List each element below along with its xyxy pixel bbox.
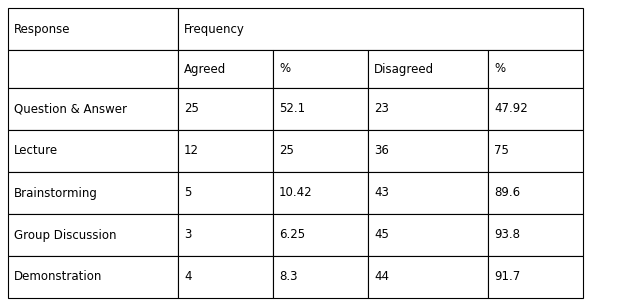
Text: 36: 36 <box>374 145 389 158</box>
Text: 52.1: 52.1 <box>279 103 305 116</box>
Bar <box>273 256 368 298</box>
Text: Demonstration: Demonstration <box>14 271 102 284</box>
Text: 10.42: 10.42 <box>279 187 313 200</box>
Bar <box>368 50 488 88</box>
Text: 45: 45 <box>374 229 389 242</box>
Text: 47.92: 47.92 <box>494 103 528 116</box>
Text: %: % <box>279 62 290 76</box>
Bar <box>488 172 583 214</box>
Bar <box>8 172 178 214</box>
Bar <box>488 130 583 172</box>
Bar <box>178 8 583 50</box>
Bar <box>8 8 178 50</box>
Bar <box>368 130 488 172</box>
Text: Response: Response <box>14 22 71 35</box>
Bar <box>8 130 178 172</box>
Bar <box>178 88 273 130</box>
Bar <box>8 50 178 88</box>
Text: 3: 3 <box>184 229 191 242</box>
Text: 5: 5 <box>184 187 191 200</box>
Text: 91.7: 91.7 <box>494 271 520 284</box>
Text: 93.8: 93.8 <box>494 229 520 242</box>
Text: 25: 25 <box>184 103 199 116</box>
Bar <box>273 50 368 88</box>
Bar <box>488 88 583 130</box>
Text: 12: 12 <box>184 145 199 158</box>
Bar <box>368 172 488 214</box>
Bar <box>273 130 368 172</box>
Text: 6.25: 6.25 <box>279 229 305 242</box>
Text: Question & Answer: Question & Answer <box>14 103 127 116</box>
Bar <box>178 172 273 214</box>
Bar <box>368 88 488 130</box>
Bar <box>178 256 273 298</box>
Text: 75: 75 <box>494 145 509 158</box>
Bar <box>368 256 488 298</box>
Text: Agreed: Agreed <box>184 62 226 76</box>
Bar <box>368 214 488 256</box>
Text: 43: 43 <box>374 187 389 200</box>
Bar <box>273 214 368 256</box>
Bar <box>178 130 273 172</box>
Bar <box>8 88 178 130</box>
Bar <box>8 256 178 298</box>
Text: 25: 25 <box>279 145 294 158</box>
Text: Lecture: Lecture <box>14 145 58 158</box>
Text: Brainstorming: Brainstorming <box>14 187 98 200</box>
Bar <box>178 50 273 88</box>
Bar <box>273 88 368 130</box>
Text: %: % <box>494 62 505 76</box>
Text: Disagreed: Disagreed <box>374 62 434 76</box>
Bar <box>8 214 178 256</box>
Bar <box>488 256 583 298</box>
Bar <box>488 214 583 256</box>
Bar <box>273 172 368 214</box>
Text: 44: 44 <box>374 271 389 284</box>
Text: 4: 4 <box>184 271 191 284</box>
Bar <box>488 50 583 88</box>
Text: Group Discussion: Group Discussion <box>14 229 116 242</box>
Text: 89.6: 89.6 <box>494 187 520 200</box>
Text: 8.3: 8.3 <box>279 271 298 284</box>
Text: Frequency: Frequency <box>184 22 245 35</box>
Text: 23: 23 <box>374 103 389 116</box>
Bar <box>178 214 273 256</box>
